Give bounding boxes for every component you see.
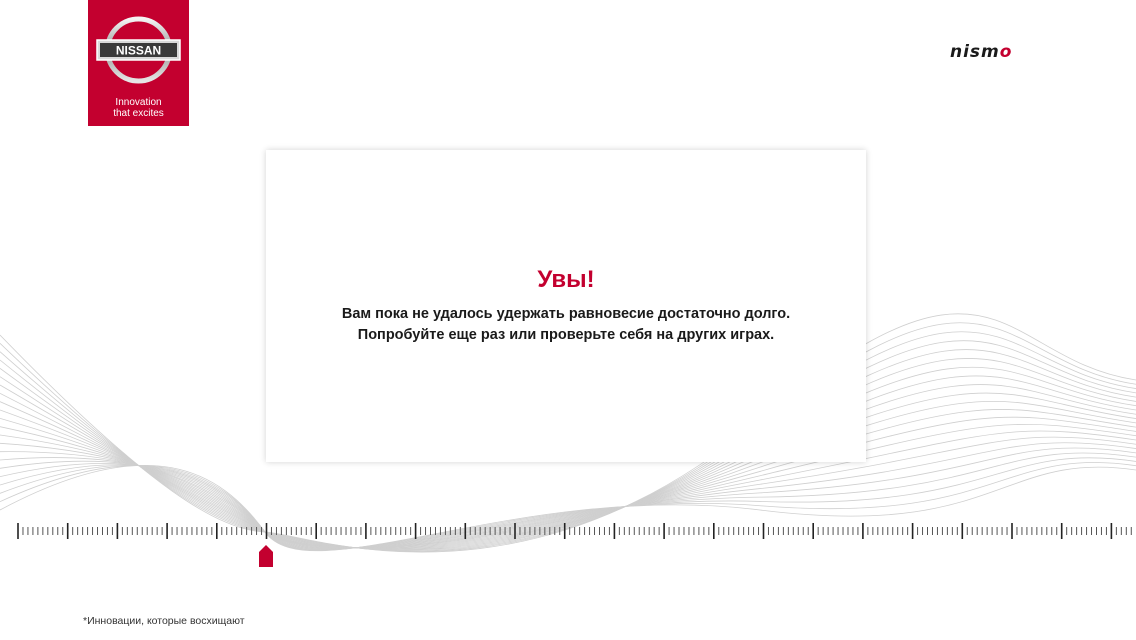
nissan-emblem-icon: NISSAN: [96, 16, 181, 84]
wave-line: [0, 400, 1136, 549]
wave-line: [0, 452, 1136, 550]
dialog-title: Увы!: [537, 266, 595, 293]
footnote: *Инновации, которые восхищают: [83, 615, 245, 627]
nismo-logo: nismo: [950, 42, 1013, 62]
position-marker-icon: [259, 545, 273, 567]
dialog-message-line-2: Попробуйте еще раз или проверьте себя на…: [357, 327, 775, 343]
wave-line: [0, 313, 1136, 553]
wave-line: [0, 392, 1136, 549]
wave-line: [0, 457, 1136, 551]
wave-line: [0, 375, 1136, 549]
wave-line: [0, 322, 1136, 552]
wave-line: [0, 340, 1136, 551]
result-dialog: Увы! Вам пока не удалось удержать равнов…: [266, 150, 866, 462]
nissan-logo-text: NISSAN: [116, 44, 161, 58]
nissan-logo[interactable]: NISSAN Innovation that excites: [88, 0, 189, 126]
nissan-tagline: Innovation that excites: [88, 97, 189, 119]
wave-line: [0, 430, 1136, 549]
wave-line: [0, 447, 1136, 550]
dialog-message-line-1: Вам пока не удалось удержать равновесие …: [341, 306, 791, 322]
tagline-line-1: Innovation: [115, 97, 162, 108]
wave-line: [0, 462, 1136, 551]
wave-line: [0, 409, 1136, 549]
balance-ruler: [17, 523, 1132, 539]
wave-line: [0, 349, 1136, 550]
tagline-line-2: that excites: [113, 108, 164, 119]
dialog-message: Вам пока не удалось удержать равновесие …: [286, 304, 846, 346]
wave-line: [0, 465, 1136, 552]
wave-line: [0, 331, 1136, 552]
wave-line: [0, 384, 1136, 549]
wave-line: [0, 416, 1136, 549]
wave-line: [0, 366, 1136, 549]
wave-line: [0, 423, 1136, 549]
wave-line: [0, 357, 1136, 550]
